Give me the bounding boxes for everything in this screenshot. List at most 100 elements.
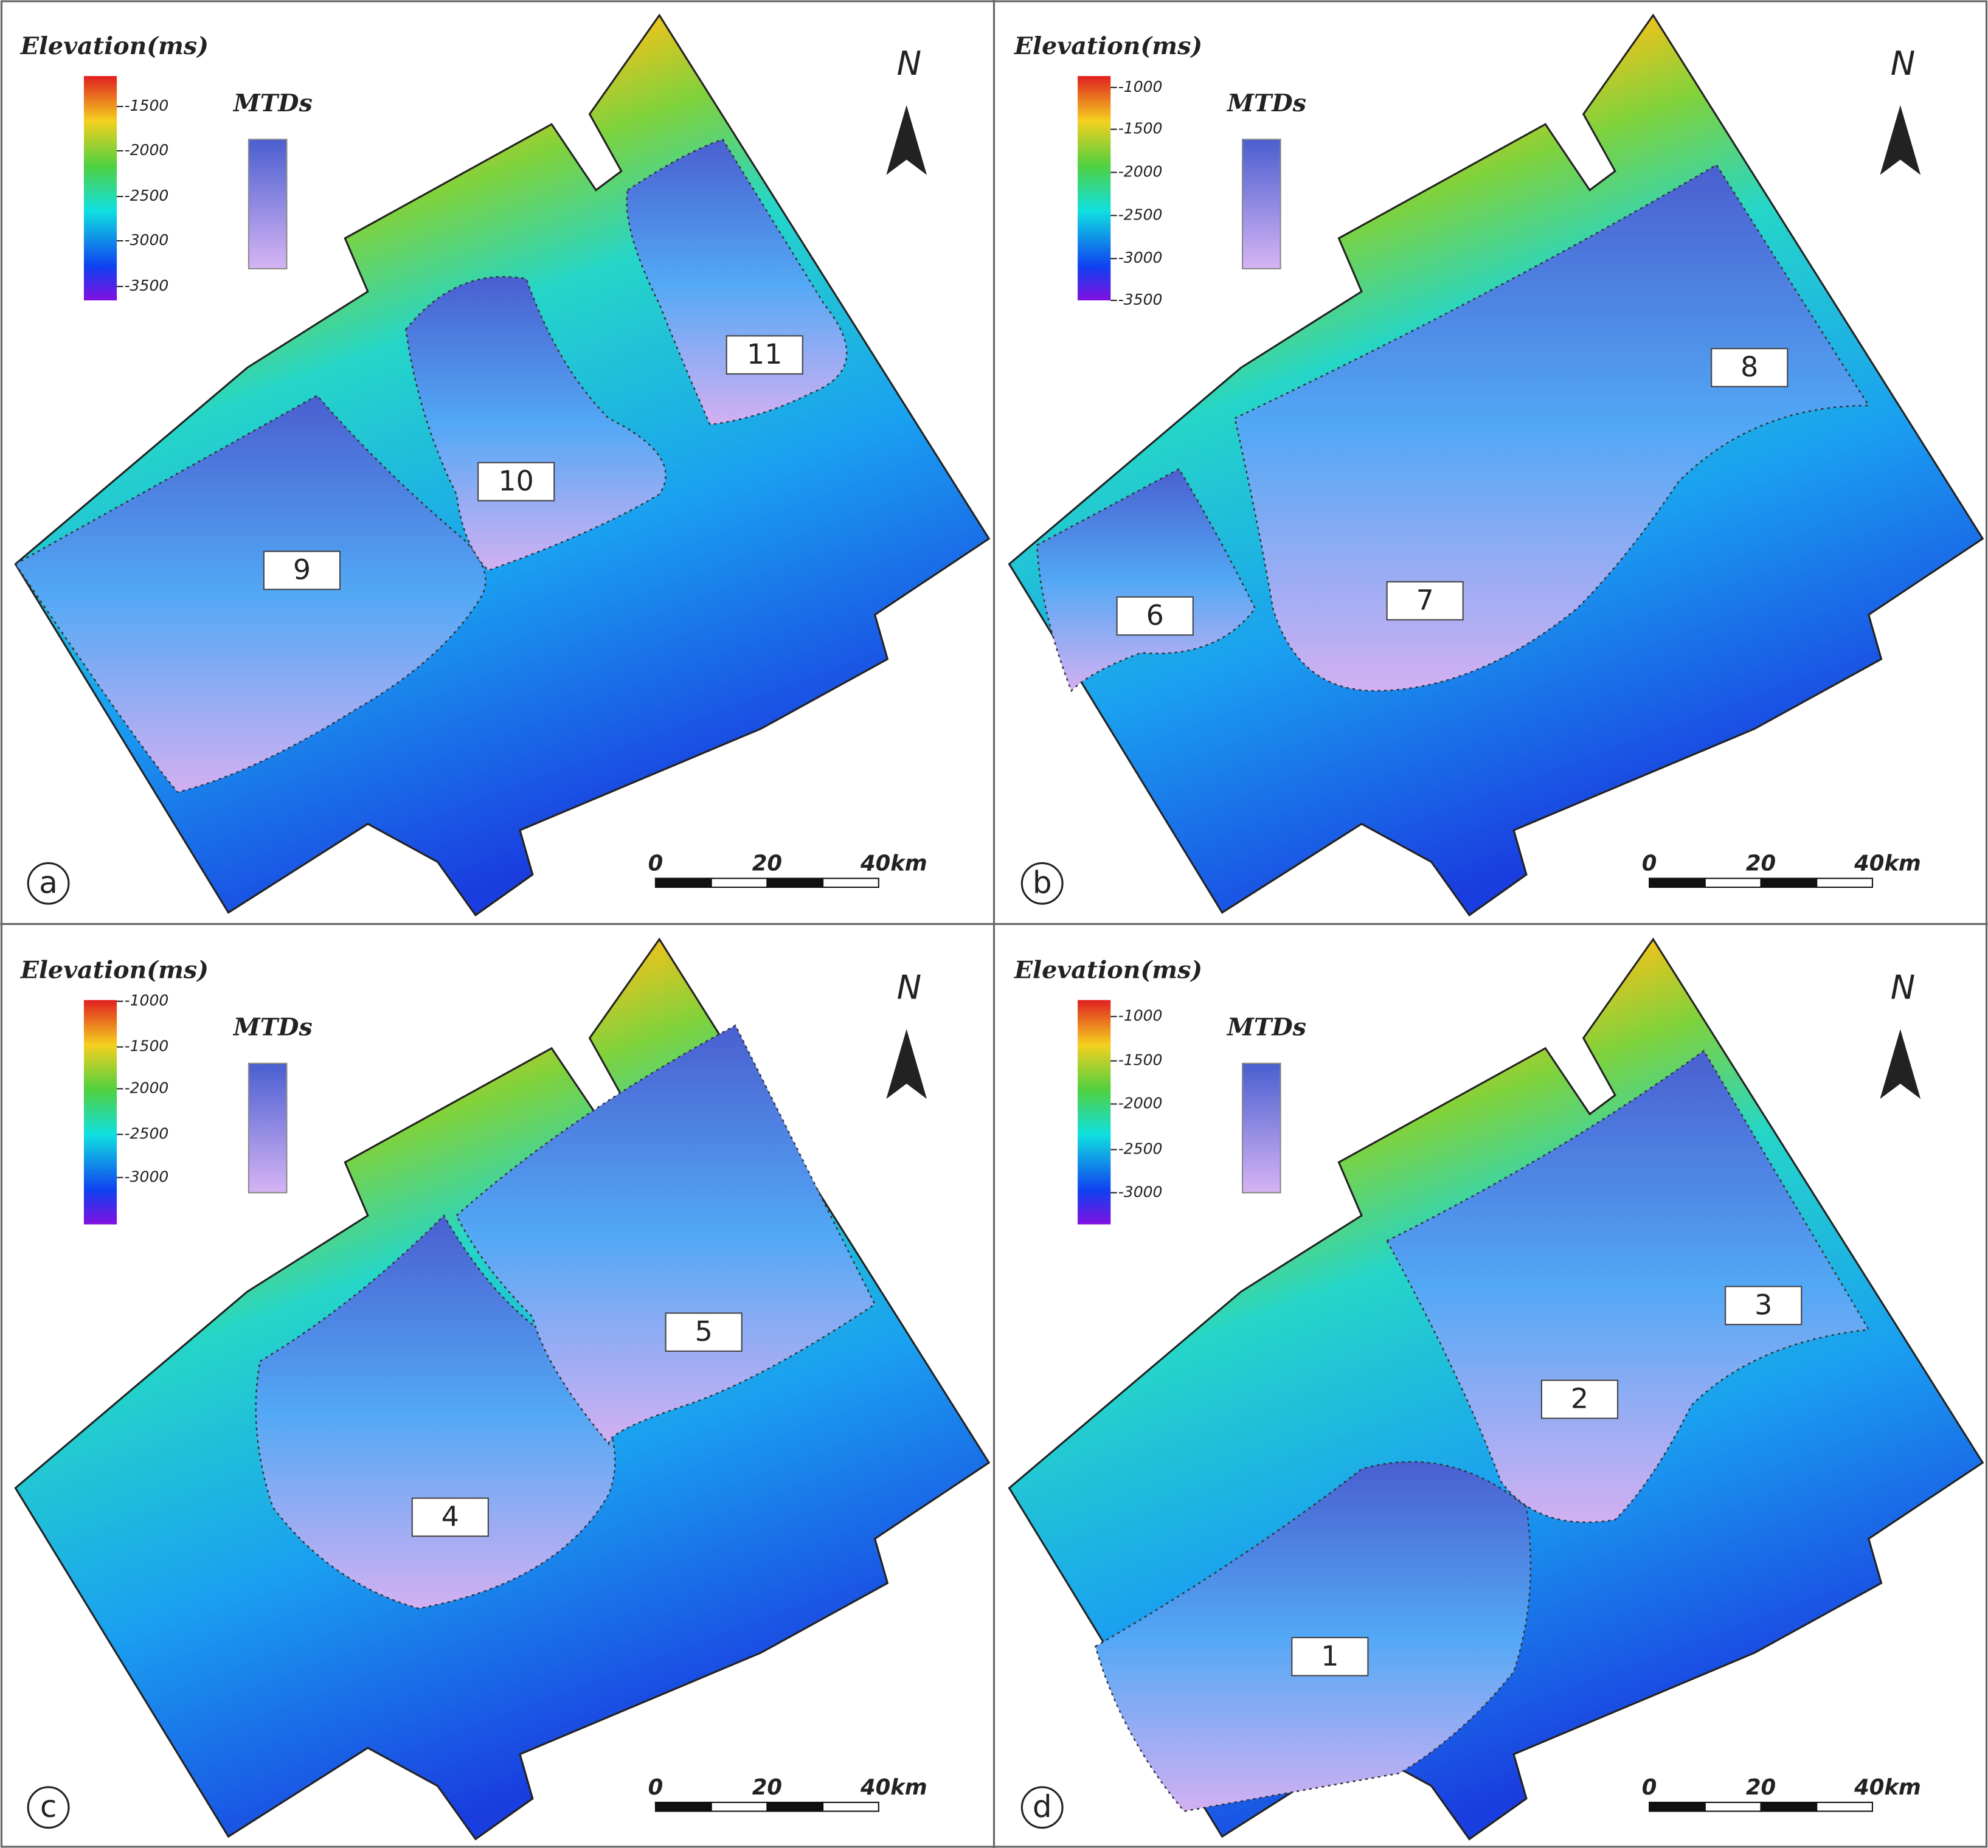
mtd-label-box (1540, 1379, 1619, 1419)
scale-segment (1816, 1801, 1874, 1812)
colorbar-tick-label: -2000 (125, 1079, 169, 1096)
scale-label: 20 (752, 1775, 782, 1800)
colorbar-tick-label: -3000 (1118, 249, 1163, 266)
north-arrow (1880, 105, 1921, 175)
colorbar-tick-label: -2000 (1118, 162, 1163, 180)
scale-label: 40km (1854, 1775, 1921, 1800)
mtd-label: 3 (1754, 1288, 1772, 1321)
mtd-legend-title: MTDs (232, 89, 313, 117)
mtd-area (1094, 1461, 1532, 1812)
scale-label: 0 (1642, 851, 1657, 876)
scale-segment (710, 877, 768, 888)
panel-letter: c (40, 1789, 57, 1824)
colorbar-tick-label: -2000 (125, 141, 169, 159)
colorbar-tick-label: -3000 (125, 231, 169, 249)
mtd-label: 11 (747, 337, 782, 370)
mtd-area (1234, 164, 1870, 692)
scale-label: 0 (648, 1775, 663, 1800)
colorbar (1078, 1000, 1111, 1225)
mtd-label: 1 (1321, 1639, 1339, 1672)
colorbar-tick-label: -1000 (1118, 1007, 1163, 1025)
scale-segment (1760, 1801, 1818, 1812)
mtd-legend-bar (248, 1062, 288, 1194)
mtd-label-box (1116, 596, 1194, 636)
mtd-label-box (665, 1312, 743, 1352)
letter-circle (1020, 1786, 1064, 1829)
mtd-label-box (477, 462, 555, 502)
mtd-area (255, 1214, 616, 1610)
mtd-legend-bar (248, 139, 288, 269)
colorbar (83, 76, 117, 300)
scale-label: 20 (1746, 1775, 1776, 1800)
mtd-label-box (726, 335, 803, 375)
scale-segment (710, 1801, 768, 1812)
panel: Elevation(ms) -1000 -1500 -2000 -2500 -3000 -3… (1008, 13, 1984, 917)
mtd-legend-title: MTDs (1226, 89, 1306, 117)
mtd-label: 2 (1571, 1382, 1588, 1415)
colorbar-tick-label: -1500 (1118, 1051, 1163, 1069)
panel-letter: a (39, 865, 58, 900)
colorbar-tick-label: -1000 (125, 992, 169, 1009)
mtd-label: 4 (442, 1500, 459, 1533)
letter-circle (27, 862, 70, 905)
scale-label: 20 (752, 851, 782, 876)
panel-letter: d (1033, 1789, 1052, 1824)
colorbar (83, 1000, 117, 1225)
colorbar-tick-label: -2500 (1118, 1140, 1163, 1158)
mtd-legend-bar (1241, 139, 1281, 269)
mtd-label: 8 (1740, 350, 1758, 383)
colorbar-tick-label: -2500 (125, 1125, 169, 1143)
mtd-label-box (1725, 1286, 1803, 1326)
mtd-area (14, 394, 487, 794)
colorbar-tick-label: -2500 (1118, 206, 1163, 223)
legend-title: Elevation(ms) (20, 32, 209, 60)
scale-label: 40km (860, 851, 927, 876)
colorbar-tick-label: -1500 (125, 97, 169, 114)
mtd-label: 7 (1416, 584, 1434, 617)
north-label: N (1891, 44, 1916, 83)
colorbar-tick-label: -1500 (125, 1037, 169, 1055)
scale-segment (766, 877, 824, 888)
colorbar-tick-label: -3000 (1118, 1183, 1163, 1200)
mtd-label: 9 (293, 553, 311, 586)
north-label: N (1891, 969, 1916, 1007)
colorbar-tick-label: -1000 (1118, 78, 1163, 95)
north-arrow (886, 105, 927, 175)
north-label: N (897, 969, 922, 1007)
mtd-legend-bar (1241, 1062, 1281, 1194)
scale-segment (654, 877, 712, 888)
mtd-area (1385, 1050, 1870, 1523)
colorbar-tick-label: -3500 (1118, 291, 1163, 308)
colorbar-tick-label: -2500 (125, 187, 169, 204)
scale-label: 40km (1854, 851, 1921, 876)
scale-segment (1704, 1801, 1762, 1812)
scale-segment (1816, 877, 1874, 888)
scale-segment (822, 1801, 879, 1812)
mtd-label-box (411, 1497, 489, 1537)
north-arrow (1880, 1029, 1921, 1099)
mtd-label: 5 (695, 1315, 713, 1348)
north-label: N (897, 44, 922, 83)
legend-title: Elevation(ms) (1014, 32, 1202, 60)
panel: Elevation(ms) -1000 -1500 -2000 -2500 -3000 MT… (1008, 937, 1984, 1841)
scale-segment (1649, 877, 1706, 888)
mtd-label-box (1711, 348, 1789, 387)
scale-label: 40km (860, 1775, 927, 1800)
scale-label: 0 (648, 851, 663, 876)
mtd-label-box (1386, 581, 1464, 621)
scale-segment (1704, 877, 1762, 888)
mtd-legend-title: MTDs (232, 1014, 313, 1042)
scale-segment (766, 1801, 824, 1812)
mtd-area (1036, 468, 1256, 693)
mtd-label-box (1291, 1636, 1369, 1677)
scale-segment (822, 877, 879, 888)
legend-title: Elevation(ms) (20, 957, 209, 985)
colorbar-tick-label: -3500 (125, 277, 169, 294)
mtd-area (455, 1024, 876, 1446)
panel-letter: b (1033, 865, 1052, 900)
colorbar-tick-label: -3000 (125, 1168, 169, 1185)
panel: Elevation(ms) -1000 -1500 -2000 -2500 -3000 MT… (14, 937, 991, 1841)
mtd-legend-title: MTDs (1226, 1014, 1306, 1042)
scale-segment (1649, 1801, 1706, 1812)
